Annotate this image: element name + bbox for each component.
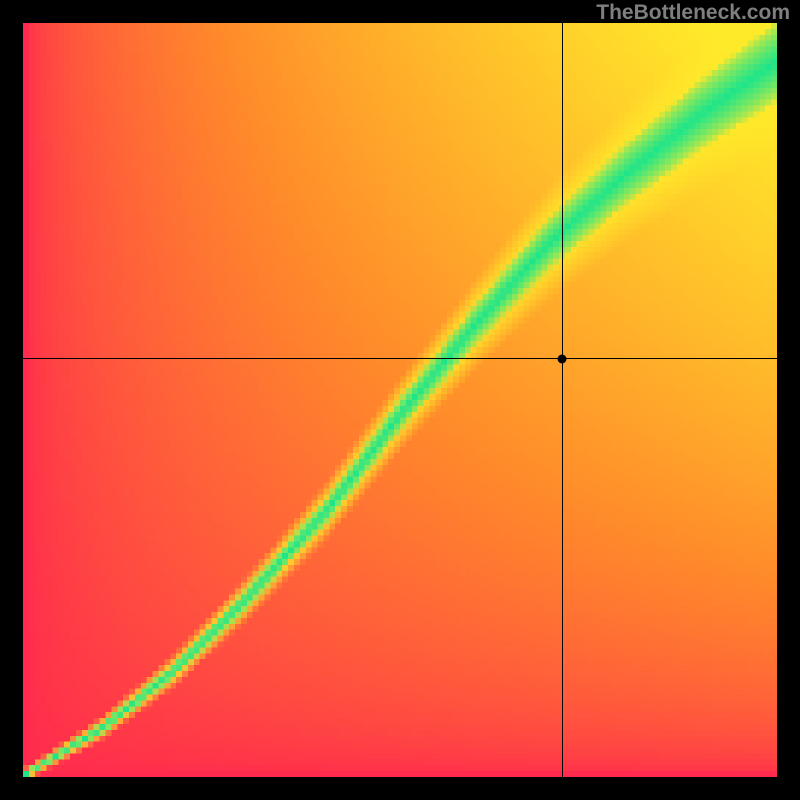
- selection-marker: [558, 354, 567, 363]
- watermark-text: TheBottleneck.com: [596, 1, 790, 25]
- crosshair-vertical: [562, 23, 563, 777]
- bottleneck-heatmap: [23, 23, 777, 777]
- crosshair-horizontal: [23, 358, 777, 359]
- chart-container: { "chart": { "type": "heatmap", "canvas_…: [0, 0, 800, 800]
